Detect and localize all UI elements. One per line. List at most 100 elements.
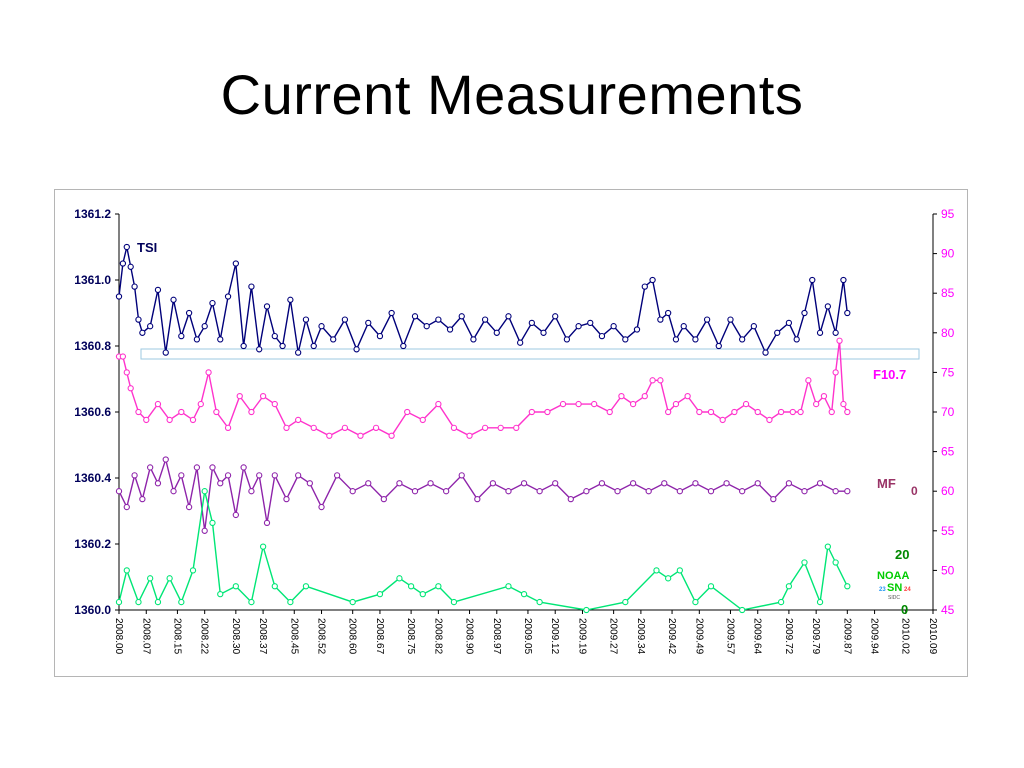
series-point-2	[707, 488, 715, 495]
series-point-2	[458, 472, 465, 479]
right-tick-label: 70	[941, 405, 955, 419]
series-point-3	[785, 583, 793, 590]
series-point-1	[189, 416, 197, 424]
series-point-2	[185, 503, 193, 511]
series-point-0	[649, 276, 656, 284]
series-point-0	[774, 329, 781, 336]
series-point-0	[692, 336, 699, 343]
series-point-0	[127, 263, 134, 270]
series-point-1	[123, 369, 130, 376]
right-tick-label: 65	[941, 445, 955, 459]
mf-zero-label: 0	[911, 484, 918, 498]
series-point-0	[598, 332, 606, 340]
series-point-2	[692, 480, 699, 487]
series-point-0	[400, 342, 407, 350]
series-point-2	[217, 480, 224, 487]
series-point-2	[283, 495, 290, 503]
series-point-0	[330, 336, 337, 343]
series-point-3	[178, 598, 185, 606]
series-point-3	[653, 567, 660, 574]
series-point-2	[739, 488, 746, 495]
right-tick-label: 50	[941, 563, 955, 577]
series-point-1	[629, 400, 637, 408]
series-point-3	[376, 591, 384, 598]
right-tick-label: 60	[941, 484, 955, 498]
series-point-0	[715, 342, 722, 350]
series-point-0	[119, 260, 127, 267]
series-point-0	[147, 323, 154, 330]
left-tick-label: 1361.0	[74, 273, 111, 287]
noaa-label: NOAA	[877, 570, 909, 582]
series-point-1	[283, 424, 290, 431]
series-point-1	[591, 400, 598, 408]
series-point-0	[840, 276, 847, 284]
left-tick-label: 1360.0	[74, 603, 111, 617]
series-point-0	[217, 336, 224, 343]
series-point-0	[563, 336, 571, 343]
series-point-1	[657, 377, 664, 384]
series-point-3	[801, 559, 808, 566]
series-point-3	[520, 591, 528, 598]
series-point-3	[271, 583, 278, 590]
x-axis-ticks: 2008.00 2008.07 2008.15 2008.22 2008.30 2008.…	[113, 610, 938, 655]
series-point-1	[719, 416, 726, 424]
series-point-2	[295, 472, 302, 479]
series-point-2	[770, 495, 777, 503]
x-tick-label: 2008.97	[491, 618, 502, 655]
series-point-0	[256, 346, 263, 353]
series-point-2	[645, 488, 652, 495]
series-point-3	[349, 598, 356, 606]
series-point-2	[443, 488, 450, 495]
series-point-2	[123, 503, 130, 511]
series-point-3	[450, 598, 458, 606]
left-tick-label: 1360.6	[74, 405, 111, 419]
series-point-1	[435, 400, 442, 408]
series-point-2	[552, 480, 559, 487]
series-point-2	[723, 480, 730, 487]
series-point-0	[528, 319, 535, 327]
series-point-0	[115, 293, 123, 300]
mf-label: MF	[877, 476, 896, 491]
series-point-3	[665, 575, 672, 582]
chart: 1361.2 1361.0 1360.8 1360.6 1360.4 1360.2 1360…	[74, 207, 955, 655]
series-point-1	[419, 416, 426, 424]
x-tick-label: 2009.49	[693, 618, 704, 655]
series-point-2	[224, 472, 232, 479]
left-tick-label: 1361.2	[74, 207, 111, 221]
series-point-3	[844, 583, 851, 590]
series-point-1	[178, 408, 185, 416]
series-point-2	[147, 464, 154, 471]
left-tick-label: 1360.4	[74, 471, 111, 485]
series-point-3	[287, 598, 294, 606]
series-point-1	[450, 424, 458, 431]
series-point-1	[404, 408, 411, 416]
series-point-1	[606, 408, 613, 416]
series-point-1	[742, 400, 750, 408]
series-point-0	[493, 329, 500, 336]
slide-title: Current Measurements	[220, 63, 804, 126]
series-point-0	[279, 342, 286, 350]
series-point-2	[263, 519, 271, 527]
series-point-0	[610, 323, 617, 330]
series-point-2	[785, 480, 793, 487]
series-point-1	[497, 424, 504, 431]
right-tick-label: 80	[941, 326, 955, 340]
left-tick-label: 1360.2	[74, 537, 111, 551]
series-point-1	[154, 400, 162, 408]
series-point-1	[754, 408, 761, 416]
reference-band	[140, 348, 920, 360]
series-point-0	[622, 336, 629, 343]
series-group	[115, 243, 851, 614]
noaa-zero-label: 0	[901, 602, 908, 617]
series-point-3	[739, 606, 746, 614]
series-point-0	[310, 342, 317, 350]
series-point-2	[505, 488, 512, 495]
sn-left-label: 23	[879, 587, 886, 593]
series-point-2	[201, 527, 208, 534]
series-point-1	[248, 408, 255, 416]
series-point-1	[840, 400, 847, 408]
series-point-2	[333, 472, 341, 479]
series-point-1	[672, 400, 680, 408]
x-tick-label: 2009.79	[810, 618, 821, 655]
series-line-0	[118, 246, 848, 355]
